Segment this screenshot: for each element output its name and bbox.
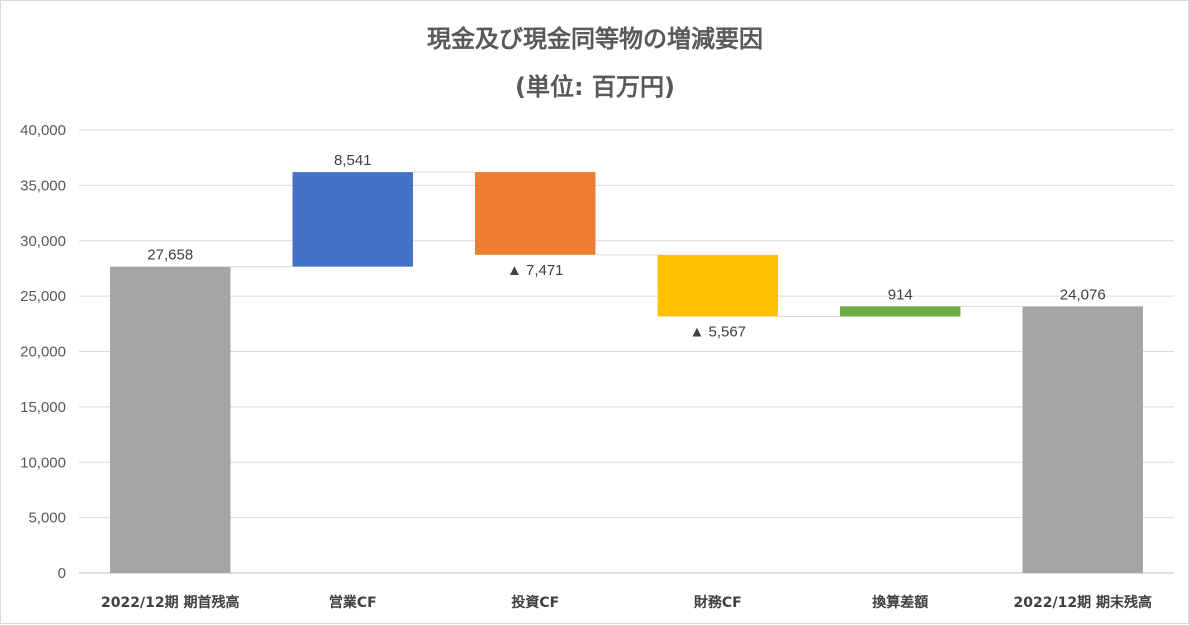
data-label: 27,658 bbox=[147, 247, 193, 264]
chart-title: 現金及び現金同等物の増減要因 (単位: 百万円) bbox=[427, 25, 763, 101]
x-category-label: 2022/12期 期首残高 bbox=[101, 594, 239, 611]
x-axis-categories: 2022/12期 期首残高 営業CF 投資CF 財務CF 換算差額 2022/12期 期末… bbox=[101, 594, 1152, 611]
chart-title-line-2: (単位: 百万円) bbox=[515, 73, 675, 101]
connector-lines bbox=[230, 171, 1023, 317]
bars bbox=[110, 172, 1143, 573]
y-tick-label: 10,000 bbox=[20, 454, 66, 471]
bar-decrease bbox=[657, 254, 778, 317]
y-tick-label: 40,000 bbox=[20, 122, 66, 139]
y-tick-label: 30,000 bbox=[20, 233, 66, 250]
chart-title-line-1: 現金及び現金同等物の増減要因 bbox=[427, 25, 763, 53]
data-label: ▲ 7,471 bbox=[507, 262, 564, 279]
data-label: ▲ 5,567 bbox=[689, 323, 746, 340]
bar-increase bbox=[840, 306, 961, 317]
y-axis-ticks: 0 5,000 10,000 15,000 20,000 25,000 30,000 35,0… bbox=[20, 122, 66, 582]
x-category-label: 財務CF bbox=[693, 594, 742, 611]
y-tick-label: 5,000 bbox=[28, 510, 66, 527]
y-tick-label: 0 bbox=[58, 565, 66, 582]
data-labels: 27,658 8,541 ▲ 7,471 ▲ 5,567 914 24,076 bbox=[147, 152, 1105, 340]
y-tick-label: 15,000 bbox=[20, 399, 66, 416]
bar-increase bbox=[292, 172, 413, 267]
bar-decrease bbox=[475, 172, 596, 255]
y-tick-label: 20,000 bbox=[20, 344, 66, 361]
data-label: 24,076 bbox=[1060, 286, 1106, 303]
x-category-label: 換算差額 bbox=[872, 594, 928, 611]
data-label: 914 bbox=[888, 286, 913, 303]
x-category-label: 投資CF bbox=[511, 594, 559, 611]
gridlines bbox=[79, 129, 1174, 574]
x-category-label: 2022/12期 期末残高 bbox=[1014, 594, 1152, 611]
bar-total bbox=[110, 266, 231, 573]
y-tick-label: 35,000 bbox=[20, 177, 66, 194]
y-tick-label: 25,000 bbox=[20, 288, 66, 305]
x-category-label: 営業CF bbox=[329, 594, 377, 611]
data-label: 8,541 bbox=[334, 152, 372, 169]
bar-total bbox=[1022, 306, 1143, 573]
